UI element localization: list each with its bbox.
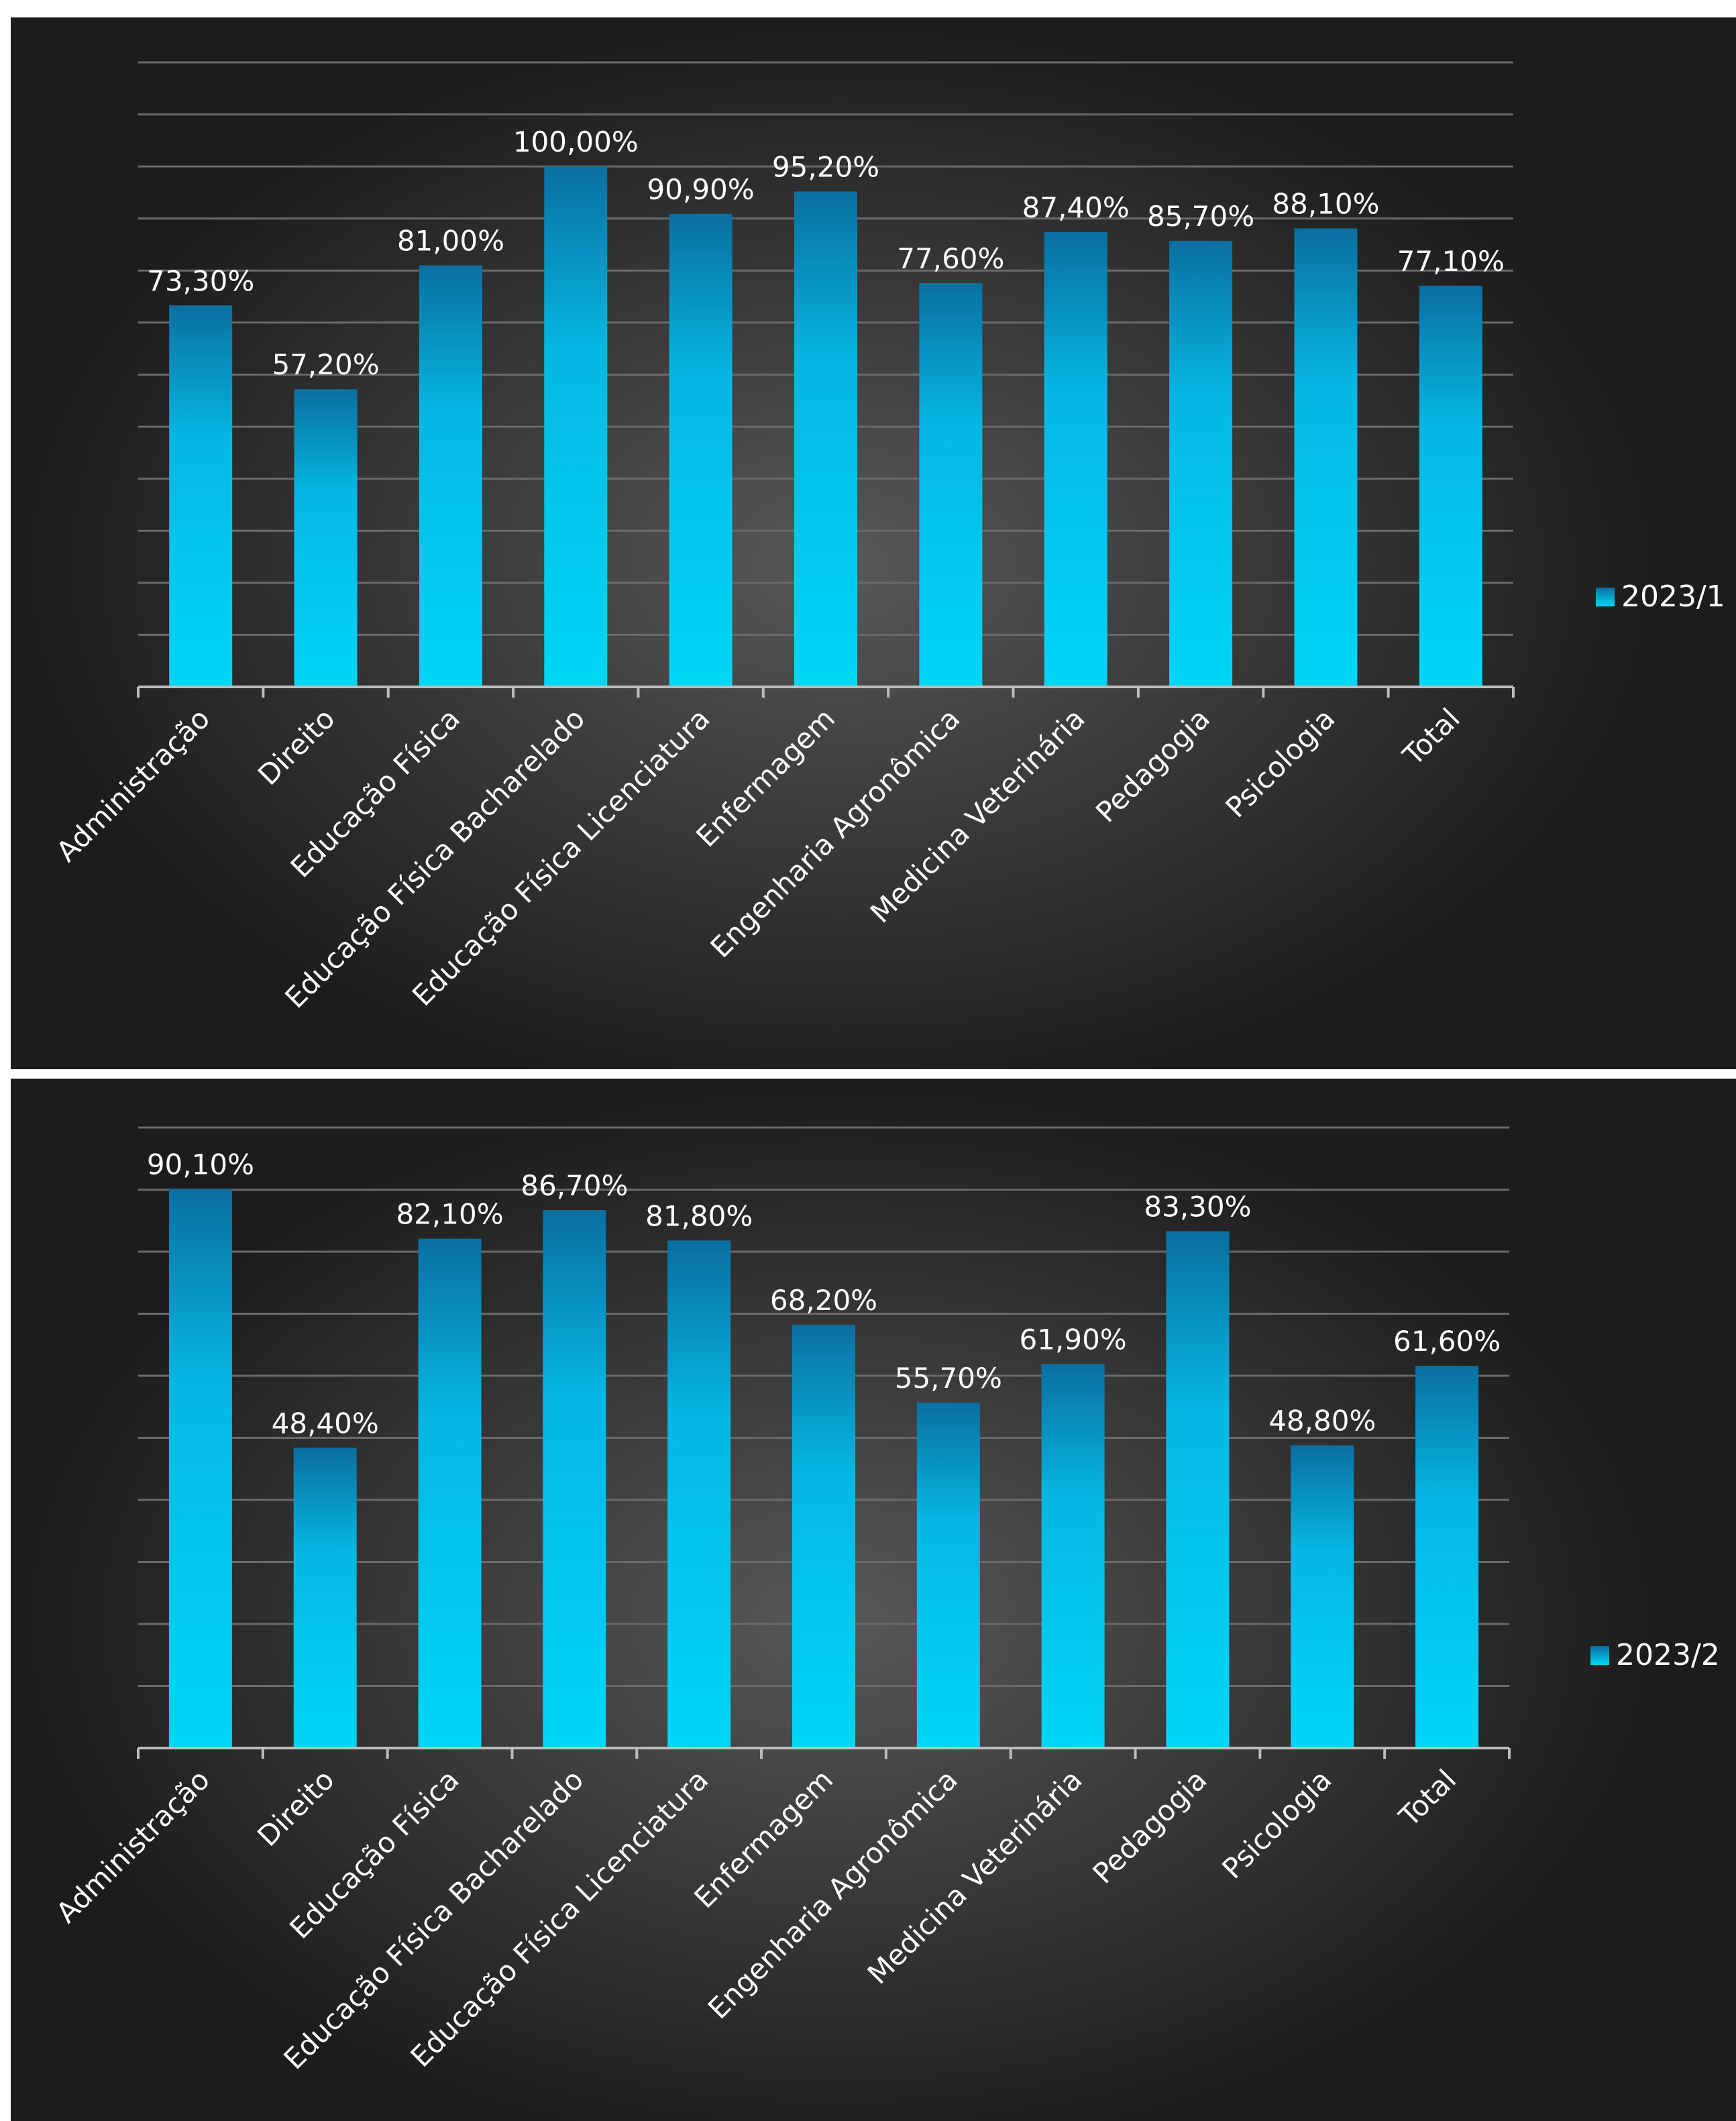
bar-chart-2023-1: 73,30% 57,20% 81,00% 100,00%90,90% 95,20% 77,…	[50, 61, 1515, 1014]
category-label: Administração	[50, 702, 216, 868]
data-label: 61,60%	[1393, 1325, 1501, 1358]
data-label: 85,70%	[1147, 200, 1254, 233]
data-label: 57,20%	[272, 348, 379, 381]
legend-swatch	[1590, 1645, 1609, 1665]
bar	[1294, 228, 1358, 687]
data-label: 86,70%	[521, 1169, 628, 1202]
chart-panel-2023-2: 90,10% 48,40% 82,10% 86,70% 81,80% 68,20% 55,7…	[11, 1079, 1736, 2121]
data-label: 82,10%	[396, 1198, 503, 1231]
category-label: Total	[1396, 702, 1466, 772]
data-label: 88,10%	[1272, 187, 1379, 220]
category-label: Medicina Veterinária	[861, 1763, 1089, 1990]
category-label: Medicina Veterinária	[864, 702, 1091, 929]
bar	[1041, 1364, 1105, 1748]
bar	[1419, 285, 1482, 687]
data-label: 77,10%	[1397, 245, 1505, 278]
data-label: 83,30%	[1144, 1190, 1251, 1223]
bar	[1415, 1366, 1479, 1748]
category-label: Direito	[251, 1763, 341, 1853]
bar	[1044, 231, 1107, 688]
bar	[543, 1210, 606, 1748]
legend: 2023/2	[1590, 1638, 1720, 1672]
bar	[168, 1189, 232, 1748]
bar	[919, 282, 983, 687]
data-label: 73,30%	[147, 264, 254, 297]
data-label: 48,80%	[1268, 1405, 1376, 1437]
bar	[669, 213, 733, 688]
data-label: 90,10%	[147, 1148, 254, 1181]
category-label: Engenharia Agronômica	[704, 702, 967, 964]
data-label: 68,20%	[770, 1284, 877, 1317]
category-label: Total	[1392, 1763, 1462, 1833]
bar	[1169, 241, 1233, 687]
bar	[1291, 1445, 1354, 1748]
data-label: 100,00%	[513, 125, 639, 158]
bar-chart-2023-2: 90,10% 48,40% 82,10% 86,70% 81,80% 68,20% 55,7…	[50, 1126, 1511, 2075]
category-label: Psicologia	[1215, 1763, 1338, 1885]
data-label: 48,40%	[272, 1407, 379, 1439]
data-label: 87,40%	[1022, 191, 1130, 224]
data-label: 55,70%	[895, 1362, 1002, 1395]
bar	[667, 1240, 731, 1748]
category-label: Pedagogia	[1089, 702, 1216, 828]
chart-panel-2023-1: 73,30% 57,20% 81,00% 100,00% 90,90% 95,20% 77,…	[11, 17, 1736, 1069]
category-label: Engenharia Agronômica	[702, 1763, 964, 2025]
bar	[794, 191, 857, 687]
bar	[418, 1238, 482, 1748]
category-label: Administração	[50, 1763, 216, 1929]
bar	[792, 1325, 855, 1748]
data-label: 81,00%	[397, 225, 504, 258]
bar	[544, 166, 608, 687]
category-label: Direito	[252, 702, 341, 792]
legend-label: 2023/1	[1621, 580, 1725, 614]
category-label: Pedagogia	[1086, 1763, 1213, 1890]
legend-label: 2023/2	[1616, 1638, 1720, 1672]
bar	[1166, 1231, 1230, 1748]
data-label: 81,80%	[645, 1199, 753, 1232]
bar	[419, 265, 482, 687]
data-label: 95,20%	[772, 150, 879, 183]
legend: 2023/1	[1596, 580, 1725, 614]
data-label: 90,90%	[647, 173, 755, 206]
bar	[294, 389, 358, 687]
bar	[293, 1448, 357, 1748]
data-label: 61,90%	[1020, 1323, 1127, 1356]
data-label: 77,60%	[897, 242, 1004, 275]
legend-swatch	[1596, 587, 1615, 606]
bar	[916, 1402, 980, 1748]
bar	[169, 305, 233, 687]
category-label: Psicologia	[1219, 702, 1342, 824]
